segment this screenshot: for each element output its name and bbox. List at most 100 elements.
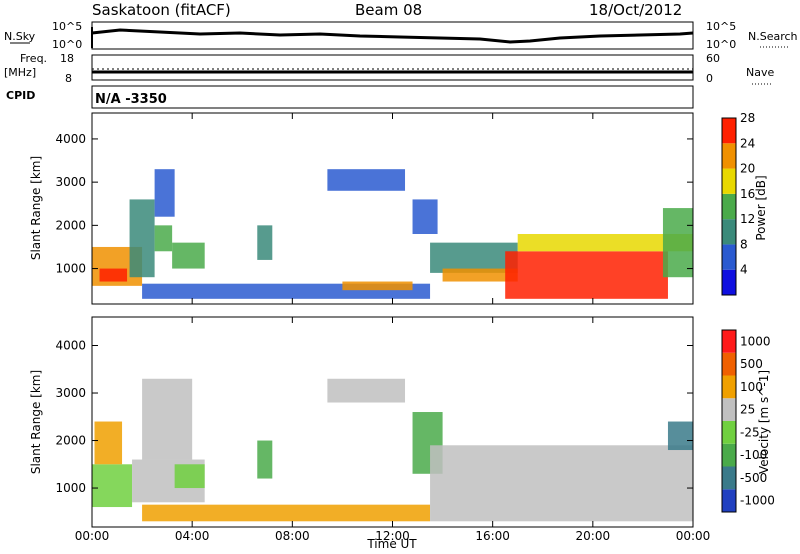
colorbar-swatch bbox=[722, 466, 736, 490]
y-tick-label: 2000 bbox=[55, 218, 86, 232]
x-tick-label: 00:00 bbox=[676, 529, 711, 543]
y-tick-label: 2000 bbox=[55, 434, 86, 448]
cpid-panel bbox=[91, 85, 694, 109]
velocity-panel: 1000 2000 3000 4000 bbox=[55, 316, 694, 528]
noise-right-bottom: 10^0 bbox=[706, 38, 736, 51]
noise-left-bottom: 10^0 bbox=[52, 38, 82, 51]
scatter-patch-8 bbox=[327, 169, 406, 191]
velocity-yticks: 1000 2000 3000 4000 bbox=[55, 339, 693, 495]
nave-axis-top: 60 bbox=[706, 52, 720, 65]
nave-label: Nave bbox=[746, 66, 774, 79]
y-tick-label: 1000 bbox=[55, 481, 86, 495]
scatter-patch-2 bbox=[129, 199, 155, 278]
power-patches bbox=[92, 169, 693, 299]
colorbar-tick-label: -1000 bbox=[740, 494, 775, 508]
velocity-ylabel: Slant Range [km] bbox=[29, 370, 43, 474]
colorbar-swatch bbox=[722, 143, 736, 169]
scatter-patch-10 bbox=[412, 199, 438, 234]
colorbar-swatch bbox=[722, 330, 736, 353]
noise-right-top: 10^5 bbox=[706, 20, 736, 33]
colorbar-tick-label: -25 bbox=[740, 425, 760, 439]
colorbar-tick-label: 4 bbox=[740, 263, 748, 277]
power-colorbar: 4 8 12 16 20 24 28 bbox=[721, 111, 755, 296]
scatter-patch-5 bbox=[257, 440, 273, 479]
scatter-patch-15 bbox=[662, 208, 693, 278]
noise-panel bbox=[91, 21, 694, 50]
x-tick-label: 16:00 bbox=[475, 529, 510, 543]
scatter-patch-1 bbox=[99, 268, 128, 282]
scatter-patch-9 bbox=[430, 445, 693, 522]
colorbar-tick-label: 1000 bbox=[740, 334, 771, 348]
y-tick-label: 4000 bbox=[55, 132, 86, 146]
noise-left-top: 10^5 bbox=[52, 20, 82, 33]
scatter-patch-3 bbox=[174, 464, 205, 489]
colorbar-swatch bbox=[722, 168, 736, 194]
noise-sky-line bbox=[91, 28, 694, 44]
freq-axis-bottom: 8 bbox=[65, 72, 72, 85]
velocity-patches bbox=[92, 378, 693, 522]
x-tick-label: 08:00 bbox=[275, 529, 310, 543]
colorbar-tick-label: 25 bbox=[740, 403, 755, 417]
velocity-colorbar: 1000 500 100 25 -25 -100 -500 -1000 bbox=[721, 329, 775, 513]
scatter-patch-6 bbox=[327, 378, 406, 403]
colorbar-swatch bbox=[722, 269, 736, 295]
scatter-patch-0 bbox=[92, 464, 133, 508]
x-tick-label: 04:00 bbox=[175, 529, 210, 543]
colorbar-swatch bbox=[722, 219, 736, 245]
scatter-patch-14 bbox=[517, 233, 693, 252]
colorbar-tick-label: 20 bbox=[740, 162, 755, 176]
freq-label: Freq. bbox=[20, 52, 47, 65]
x-axis-label: Time UT bbox=[366, 537, 417, 551]
date-title: 18/Oct/2012 bbox=[589, 1, 682, 19]
colorbar-swatch bbox=[722, 244, 736, 270]
y-tick-label: 1000 bbox=[55, 262, 86, 276]
x-tick-label: 20:00 bbox=[576, 529, 611, 543]
y-tick-label: 3000 bbox=[55, 175, 86, 189]
scatter-patch-12 bbox=[442, 268, 518, 282]
colorbar-swatch bbox=[722, 193, 736, 220]
x-axis-ticks: 00:00 04:00 08:00 12:00 16:00 20:00 00:00 bbox=[75, 113, 711, 543]
power-ylabel: Slant Range [km] bbox=[29, 156, 43, 260]
y-tick-label: 3000 bbox=[55, 386, 86, 400]
power-colorbar-label: Power [dB] bbox=[754, 175, 768, 240]
scatter-patch-9 bbox=[342, 281, 413, 291]
beam-title: Beam 08 bbox=[355, 1, 422, 19]
scatter-patch-13 bbox=[505, 251, 668, 299]
scatter-patch-10 bbox=[667, 421, 693, 451]
freq-unit-label: [MHz] bbox=[4, 66, 36, 79]
scatter-patch-4 bbox=[94, 421, 123, 465]
power-panel: 1000 2000 3000 4000 bbox=[55, 112, 694, 305]
velocity-colorbar-label: Velocity [m s^-1] bbox=[757, 370, 771, 474]
colorbar-tick-label: -100 bbox=[740, 448, 767, 462]
cpid-label: CPID bbox=[6, 89, 35, 102]
scatter-patch-5 bbox=[154, 169, 175, 217]
scatter-patch-4 bbox=[172, 242, 205, 269]
cpid-value: N/A -3350 bbox=[95, 92, 167, 107]
colorbar-swatch bbox=[722, 375, 736, 399]
y-tick-label: 4000 bbox=[55, 339, 86, 353]
nsky-label: N.Sky bbox=[4, 30, 36, 43]
x-tick-label: 12:00 bbox=[375, 529, 410, 543]
nave-axis-bottom: 0 bbox=[706, 72, 713, 85]
colorbar-tick-label: 16 bbox=[740, 187, 755, 201]
x-tick-label: 00:00 bbox=[75, 529, 110, 543]
colorbar-swatch bbox=[722, 118, 736, 144]
freq-panel bbox=[91, 54, 694, 81]
colorbar-swatch bbox=[722, 489, 736, 512]
colorbar-tick-label: -500 bbox=[740, 471, 767, 485]
colorbar-swatch bbox=[722, 352, 736, 376]
colorbar-swatch bbox=[722, 443, 736, 467]
colorbar-swatch bbox=[722, 398, 736, 421]
colorbar-tick-label: 8 bbox=[740, 237, 748, 251]
colorbar-tick-label: 100 bbox=[740, 380, 763, 394]
colorbar-tick-label: 12 bbox=[740, 212, 755, 226]
scatter-patch-3 bbox=[154, 225, 173, 252]
colorbar-tick-label: 28 bbox=[740, 111, 755, 125]
power-yticks: 1000 2000 3000 4000 bbox=[55, 132, 693, 276]
scatter-patch-11 bbox=[430, 242, 518, 273]
colorbar-tick-label: 24 bbox=[740, 136, 755, 150]
scatter-patch-6 bbox=[257, 225, 273, 260]
scatter-patch-7 bbox=[142, 504, 431, 522]
freq-axis-top: 18 bbox=[60, 52, 74, 65]
